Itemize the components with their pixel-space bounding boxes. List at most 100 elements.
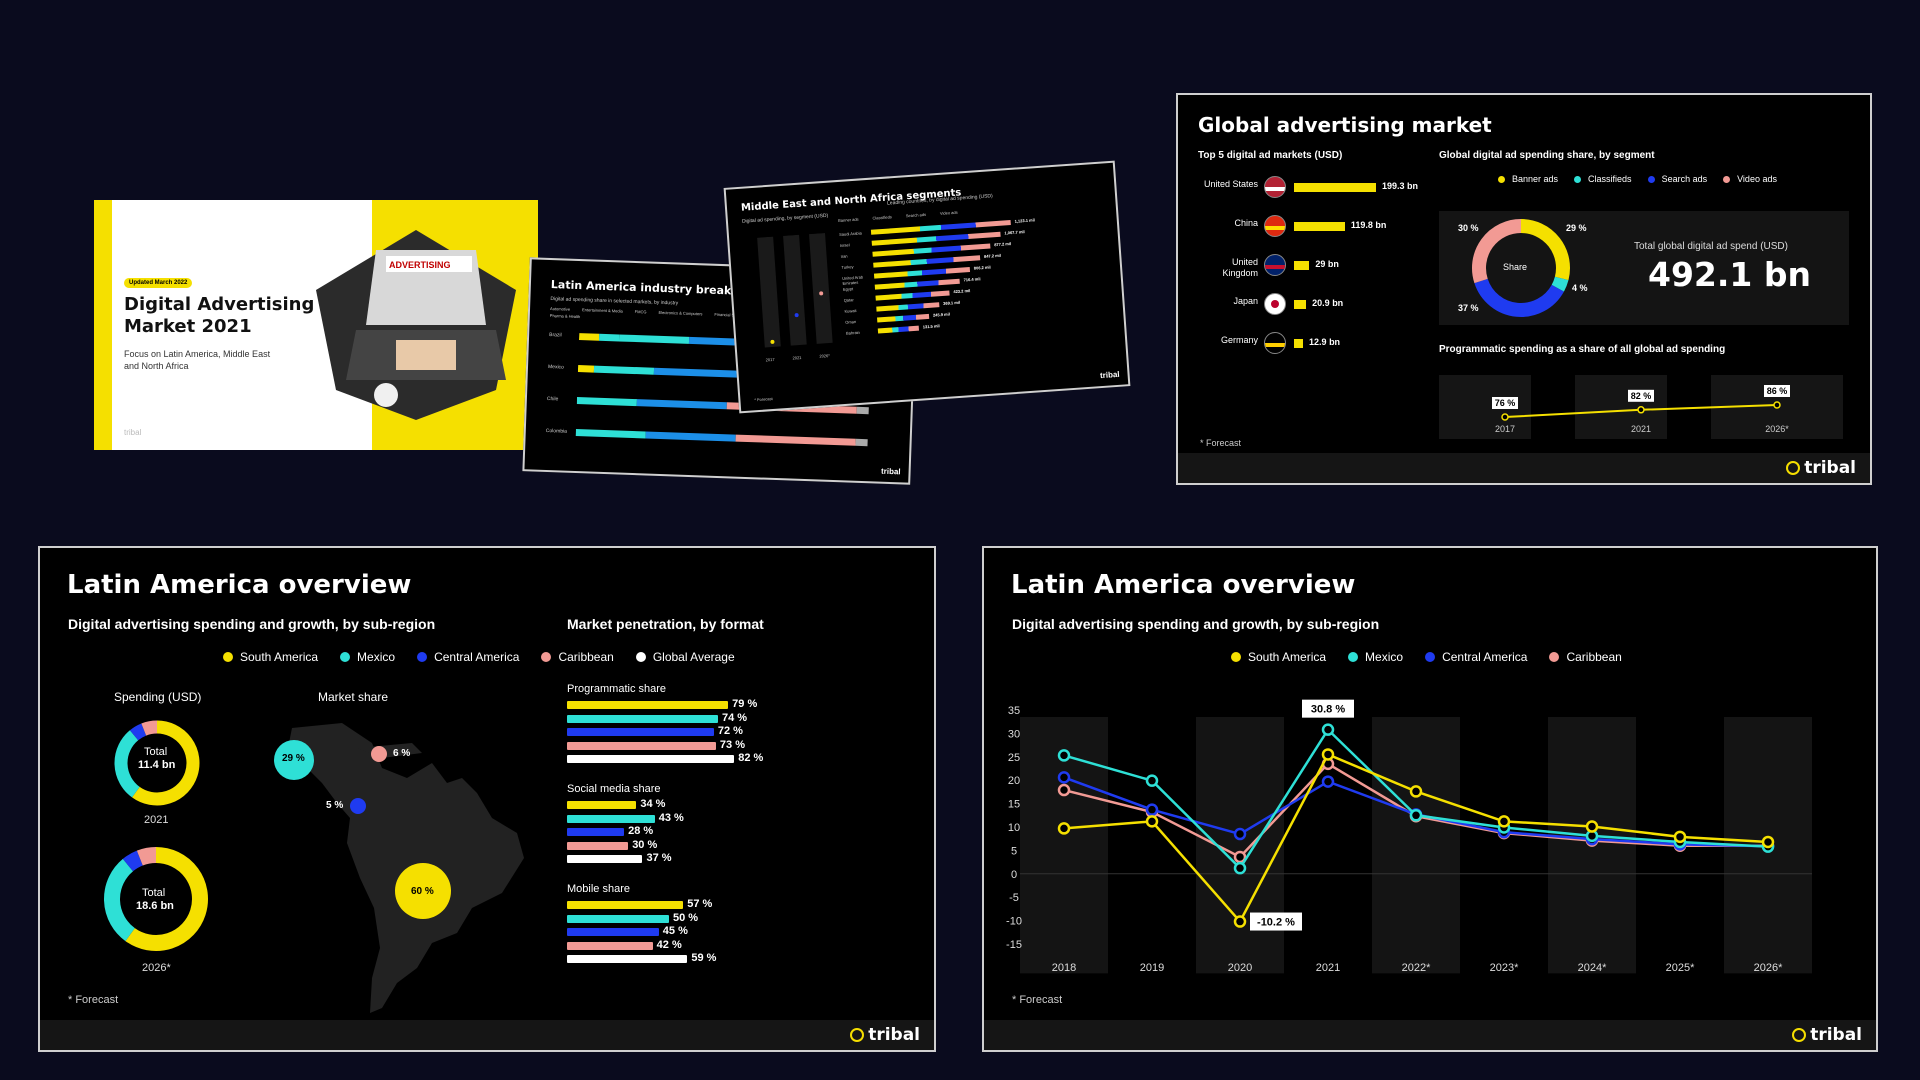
market-bar <box>1294 183 1376 192</box>
penetration-bar <box>567 714 718 723</box>
y-tick-label: 5 <box>1011 845 1017 857</box>
penetration-value-label: 45 % <box>662 925 688 937</box>
penetration-value-label: 59 % <box>691 952 717 964</box>
cover-brand: tribal <box>124 428 142 437</box>
x-tick-label: 2023* <box>1490 962 1519 974</box>
mena-left-subtitle: Digital ad spending, by segment (USD) <box>741 212 829 225</box>
penetration-group-title: Social media share <box>567 783 661 795</box>
donut-2021-total-value: 11.4 bn <box>138 759 176 771</box>
penetration-bar <box>567 901 684 909</box>
latam-left-title: Latin America overview <box>67 570 412 600</box>
donut-slice <box>1551 276 1569 292</box>
mena-segment-columns <box>757 232 833 348</box>
year-label: 2021 <box>792 354 802 361</box>
market-row: United States 199.3 bn <box>1194 173 1424 203</box>
series-point <box>1409 785 1423 798</box>
series-point <box>1497 815 1511 828</box>
spending-title: Spending (USD) <box>114 690 202 704</box>
prog-year-label: 2017 <box>1495 424 1515 434</box>
market-row: China 119.8 bn <box>1194 212 1424 242</box>
market-value: 20.9 bn <box>1312 298 1344 308</box>
legend-search-ads: Search ads <box>1647 174 1707 184</box>
market-bar <box>1294 300 1307 309</box>
column-band <box>1196 717 1284 974</box>
penetration-value-label: 37 % <box>646 852 672 864</box>
y-tick-label: 20 <box>1008 775 1020 787</box>
donut-slice <box>129 723 147 741</box>
x-tick-label: 2025* <box>1666 962 1695 974</box>
row-label: Mexico <box>547 363 564 371</box>
series-point <box>1233 827 1247 841</box>
row-label: Chile <box>546 395 559 403</box>
series-point <box>1057 783 1071 797</box>
share-label-central-america: 5 % <box>326 800 344 811</box>
row-label: Colombia <box>545 427 568 435</box>
legend-video: Video ads <box>939 209 958 216</box>
donut-slice <box>122 850 144 872</box>
bubble-caribbean <box>371 746 387 762</box>
prog-point <box>1637 406 1645 414</box>
penetration-value-label: 50 % <box>673 911 699 924</box>
legend-search: Search ads <box>905 211 927 219</box>
series-point <box>1233 915 1247 928</box>
donut-2021 <box>114 720 200 806</box>
legend-electronics: Electronics & Computers <box>658 309 703 317</box>
y-tick-label: -15 <box>1006 939 1022 951</box>
cover-slide-thumbnail[interactable]: Updated March 2022 Digital Advertising M… <box>94 200 538 450</box>
cover-title: Digital Advertising Market 2021 <box>124 294 315 337</box>
latam-overview-left-panel[interactable]: Latin America overview Digital advertisi… <box>38 546 936 1052</box>
penetration-value-label: 57 % <box>687 898 713 910</box>
country-label: Bahrain <box>845 329 860 336</box>
country-label: Oman <box>845 319 857 325</box>
global-footer: tribal <box>1178 453 1870 483</box>
donut-slice <box>114 730 140 798</box>
tribal-logo: tribal <box>1786 458 1856 478</box>
market-bar <box>1294 339 1304 348</box>
germany-flag-icon <box>1264 332 1286 354</box>
prog-year-label: 2026* <box>1765 424 1789 434</box>
prog-line-chart: 76 % 2017 82 % 2021 86 % 2026* <box>1492 385 1790 434</box>
market-bar <box>1294 261 1310 270</box>
mena-segments-thumbnail[interactable]: Middle East and North Africa segments Di… <box>723 160 1131 414</box>
bubble-south-america <box>395 863 451 919</box>
penetration-bar <box>567 855 643 863</box>
cover-subtitle: Focus on Latin America, Middle East and … <box>124 349 271 371</box>
latam-overview-right-panel[interactable]: Latin America overview Digital advertisi… <box>982 546 1878 1052</box>
penetration-bar <box>567 801 637 809</box>
series-point <box>1057 822 1071 835</box>
prog-year-label: 2021 <box>1631 424 1651 434</box>
market-row: Japan 20.9 bn <box>1194 290 1424 320</box>
penetration-bar <box>567 955 688 963</box>
cover-badge: Updated March 2022 <box>124 278 193 288</box>
prog-label-box <box>1628 389 1654 402</box>
donut-2026-total-value: 18.6 bn <box>136 900 174 912</box>
latam-right-title: Latin America overview <box>1011 570 1356 600</box>
japan-flag-icon <box>1264 293 1286 315</box>
global-advertising-panel[interactable]: Global advertising market Top 5 digital … <box>1176 93 1872 485</box>
legend-mexico: Mexico <box>340 650 395 664</box>
penetration-bar <box>567 841 629 850</box>
series-point <box>1761 835 1775 849</box>
penetration-bar <box>567 741 716 750</box>
penetration-bar <box>567 941 653 950</box>
global-title: Global advertising market <box>1198 113 1492 137</box>
annotation-min: -10.2 % <box>1257 917 1295 929</box>
donut-2026-year: 2026* <box>142 962 171 974</box>
column-band <box>1372 717 1460 974</box>
donut-2021-year: 2021 <box>144 814 169 826</box>
latam-industry-subtitle: Digital ad spending share in selected ma… <box>550 296 679 307</box>
x-tick-label: 2020 <box>1228 962 1252 974</box>
china-flag-icon <box>1264 215 1286 237</box>
cover-sign-text: ADVERTISING <box>389 260 451 270</box>
series-point <box>1057 771 1071 784</box>
prog-value-label: 82 % <box>1631 391 1652 401</box>
penetration-bar <box>567 914 669 923</box>
global-share-donut <box>1472 219 1570 317</box>
legend-banner-ads: Banner ads <box>1498 174 1558 184</box>
market-country: Japan <box>1233 296 1258 306</box>
x-tick-label: 2024* <box>1578 962 1607 974</box>
series-point <box>1145 803 1159 816</box>
prog-label-box <box>1492 397 1518 409</box>
series-point <box>1057 749 1071 762</box>
y-tick-label: 35 <box>1008 705 1020 717</box>
